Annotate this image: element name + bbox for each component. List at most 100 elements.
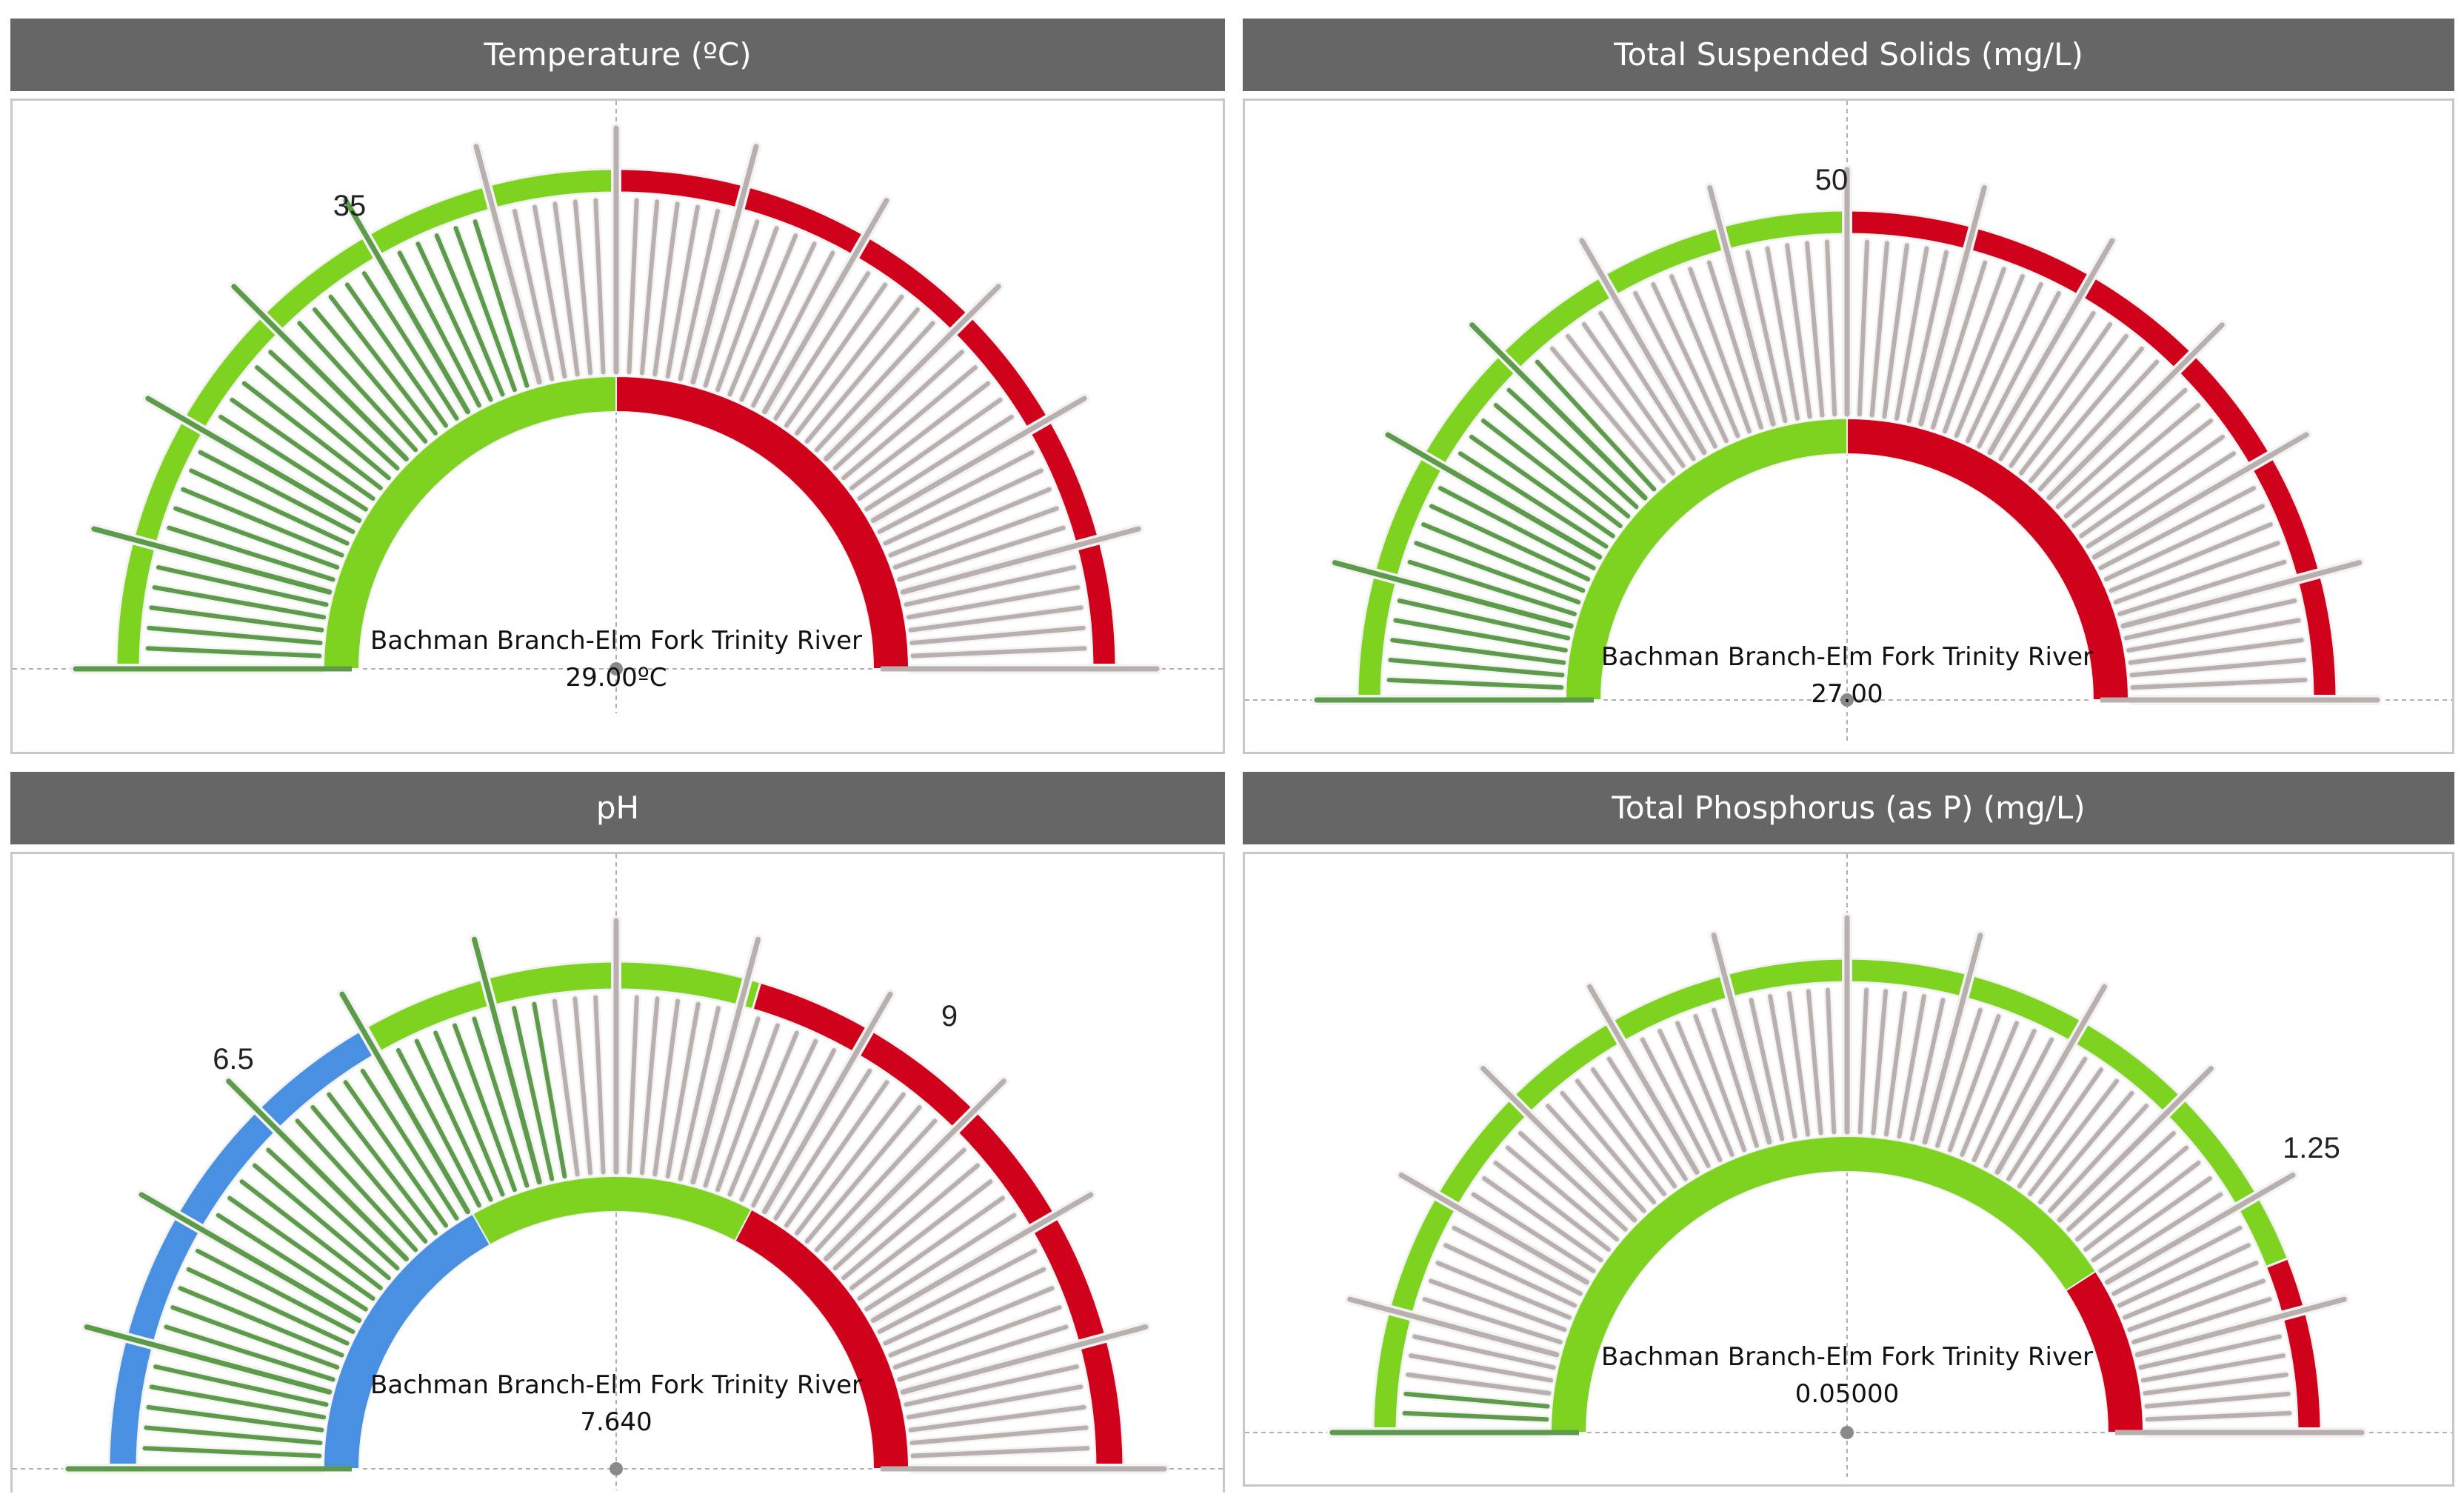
needle-spoke [1883,991,1908,1137]
needle-spoke [173,506,340,570]
needle-spoke [1409,1353,1554,1383]
needle-spoke [1438,486,1596,570]
needle-spoke [1471,1192,1596,1273]
needle-spoke [2105,1173,2296,1285]
needle-spoke [832,1147,966,1271]
needle-spoke [1669,274,1740,438]
needle-spoke [690,144,759,385]
needle-spoke [1435,1261,1572,1320]
needle-spoke [297,321,418,453]
needle-spoke [1824,239,1837,417]
needle-spoke [639,199,660,376]
needle-spoke [1422,1297,1563,1344]
threshold-label: 1.25 [2283,1132,2340,1164]
needle-spoke [814,321,935,453]
inner-arc-green [1549,1135,2097,1433]
needle-spoke [1421,522,1586,593]
needle-spoke [2145,1410,2292,1422]
needle-spoke [1785,243,1812,419]
needle-spoke [627,995,639,1175]
needle-spoke [1414,541,1581,604]
needle-spoke [1935,1007,1983,1148]
needle-spoke [1947,1014,2001,1153]
needle-spoke [908,1404,1086,1433]
needle-spoke [266,1147,400,1271]
threshold-label: 35 [333,190,367,222]
needle-spoke [2083,1160,2201,1252]
needle-spoke [1711,933,1772,1145]
needle-spoke [1712,1007,1759,1148]
needle-spoke [255,365,391,481]
needle-spoke [2017,1067,2103,1189]
needle-spoke [1581,321,1686,468]
needle-spoke [1746,250,1788,424]
needle-spoke [877,1248,1038,1334]
needle-spoke [231,284,409,461]
needle-spoke [832,350,964,471]
threshold-label: 6.5 [213,1043,254,1076]
gauge-title: Total Suspended Solids (mg/L) [1243,19,2454,91]
needle-spoke [1857,987,1869,1135]
gauge-title: Total Phosphorus (as P) (mg/L) [1243,772,2454,844]
needle-spoke [453,226,517,393]
needle-spoke [678,209,721,381]
needle-spoke [2134,1296,2347,1358]
needle-spoke [883,468,1044,546]
needle-spoke [857,1195,1005,1301]
needle-spoke [2117,1243,2251,1308]
needle-spoke [142,1446,322,1458]
gauge-title: Temperature (ºC) [10,19,1225,91]
needle-spoke [1347,1296,1560,1358]
gauge-panel-phosphorus: Total Phosphorus (as P) (mg/L) 1.25 Bachm… [1243,772,2454,1489]
center-dot [610,1462,623,1475]
needle-spoke [395,1047,481,1208]
needle-spoke [2103,504,2266,581]
needle-spoke [703,1016,761,1188]
needle-spoke [1493,403,1631,518]
needle-spoke [2111,1225,2243,1296]
needle-spoke [147,625,323,646]
needle-spoke [904,1364,1079,1407]
needle-spoke [343,198,470,415]
threshold-label: 9 [941,1000,958,1033]
needle-spoke [572,996,593,1175]
needle-spoke [1998,310,2096,461]
needle-spoke [1688,267,1752,434]
needle-spoke [1598,310,1696,461]
needle-spoke [849,1179,993,1290]
needle-spoke [892,506,1059,570]
needle-spoke [195,1248,355,1334]
needle-spoke [715,226,779,393]
needle-spoke [1443,1243,1577,1308]
needle-spoke [1397,598,1571,641]
needle-spoke [1805,241,1825,418]
needle-spoke [1749,998,1785,1141]
needle-spoke [1786,991,1811,1137]
needle-spoke [1388,658,1565,678]
needle-spoke [397,250,481,408]
needle-spoke [795,294,904,436]
needle-spoke [2126,618,2301,653]
needle-spoke [751,1047,837,1208]
needle-spoke [1480,418,1623,529]
needle-spoke [1505,1145,1619,1242]
gauge-band-red [2264,1256,2323,1434]
needle-spoke [146,1404,324,1433]
needle-spoke [593,995,606,1175]
needle-spoke [170,1305,340,1370]
needle-spoke [2117,559,2287,616]
needle-spoke [906,585,1081,620]
needle-spoke [178,1286,344,1358]
needle-spoke [433,1030,505,1197]
needle-spoke [512,1006,555,1181]
needle-spoke [253,1163,391,1281]
needle-spoke [1882,243,1909,419]
needle-spoke [910,646,1087,658]
needle-spoke [2138,1334,2282,1370]
needle-spoke [230,397,375,501]
needle-spoke [149,605,324,633]
needle-spoke [1406,1372,1552,1396]
needle-spoke [471,936,542,1185]
needle-spoke [360,1068,459,1221]
needle-spoke [532,1001,567,1179]
